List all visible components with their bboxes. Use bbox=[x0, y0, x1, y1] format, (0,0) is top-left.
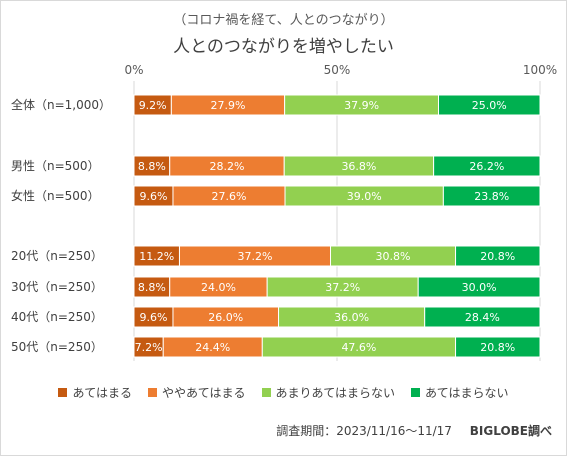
category-label: 男性（n=500） bbox=[11, 159, 100, 173]
data-label: 37.9% bbox=[344, 99, 379, 112]
data-label: 27.6% bbox=[212, 190, 247, 203]
data-label: 36.8% bbox=[341, 160, 376, 173]
chart-title: 人とのつながりを増やしたい bbox=[173, 37, 394, 57]
data-label: 9.6% bbox=[140, 190, 168, 203]
legend-item: ややあてはまる bbox=[147, 384, 246, 401]
data-label: 23.8% bbox=[474, 190, 509, 203]
data-label: 26.0% bbox=[208, 311, 243, 324]
bar-segment bbox=[417, 276, 541, 298]
data-label: 26.2% bbox=[469, 160, 504, 173]
chart-legend: あてはまる ややあてはまる あまりあてはまらない あてはまらない bbox=[1, 384, 566, 401]
x-tick-label: 100% bbox=[523, 63, 557, 77]
legend-swatch bbox=[411, 388, 421, 397]
x-tick-label: 0% bbox=[124, 63, 143, 77]
data-label: 27.9% bbox=[211, 99, 246, 112]
data-label: 24.4% bbox=[195, 341, 230, 354]
data-label: 7.2% bbox=[135, 341, 163, 354]
legend-item: あてはまらない bbox=[411, 384, 509, 401]
bar-segment bbox=[438, 94, 541, 116]
legend-item: あまりあてはまらない bbox=[261, 384, 396, 401]
category-label: 50代（n=250） bbox=[11, 340, 103, 354]
chart-footer: 調査期間：2023/11/16〜11/17 BIGLOBE調べ bbox=[276, 422, 552, 439]
legend-label: あまりあてはまらない bbox=[275, 386, 396, 400]
category-label: 全体（n=1,000） bbox=[11, 97, 111, 112]
category-label: 40代（n=250） bbox=[11, 310, 103, 324]
legend-swatch bbox=[147, 388, 157, 397]
data-label: 39.0% bbox=[347, 190, 382, 203]
data-label: 9.2% bbox=[139, 99, 167, 112]
data-label: 8.8% bbox=[138, 281, 166, 294]
legend-label: あてはまらない bbox=[425, 386, 509, 400]
data-label: 25.0% bbox=[472, 99, 507, 112]
chart-subtitle: （コロナ禍を経て、人とのつながり） bbox=[173, 13, 394, 28]
data-label: 9.6% bbox=[140, 311, 168, 324]
x-tick-label: 50% bbox=[324, 63, 351, 77]
bar-segment bbox=[455, 336, 541, 358]
bar-segment bbox=[433, 155, 541, 177]
source-brand: BIGLOBE調べ bbox=[469, 424, 552, 438]
data-label: 47.6% bbox=[341, 341, 376, 354]
legend-swatch bbox=[261, 388, 271, 397]
data-label: 28.2% bbox=[209, 160, 244, 173]
data-label: 30.8% bbox=[376, 250, 411, 263]
data-label: 28.4% bbox=[465, 311, 500, 324]
category-label: 30代（n=250） bbox=[11, 280, 103, 294]
category-label: 20代（n=250） bbox=[11, 249, 103, 263]
legend-label: あてはまる bbox=[72, 386, 132, 400]
legend-item: あてはまる bbox=[58, 384, 132, 401]
bar-segment bbox=[442, 185, 541, 207]
legend-swatch bbox=[58, 388, 68, 397]
data-label: 8.8% bbox=[138, 160, 166, 173]
bar-segment bbox=[455, 245, 541, 267]
category-label: 女性（n=500） bbox=[11, 188, 100, 203]
survey-period: 調査期間：2023/11/16〜11/17 bbox=[276, 424, 452, 438]
data-label: 37.2% bbox=[238, 250, 273, 263]
legend-label: ややあてはまる bbox=[161, 386, 246, 400]
data-label: 11.2% bbox=[139, 250, 174, 263]
bar-segment bbox=[424, 306, 541, 328]
data-label: 30.0% bbox=[462, 281, 497, 294]
data-label: 24.0% bbox=[201, 281, 236, 294]
data-label: 20.8% bbox=[480, 250, 515, 263]
data-label: 20.8% bbox=[480, 341, 515, 354]
data-label: 37.2% bbox=[325, 281, 360, 294]
data-label: 36.0% bbox=[334, 311, 369, 324]
